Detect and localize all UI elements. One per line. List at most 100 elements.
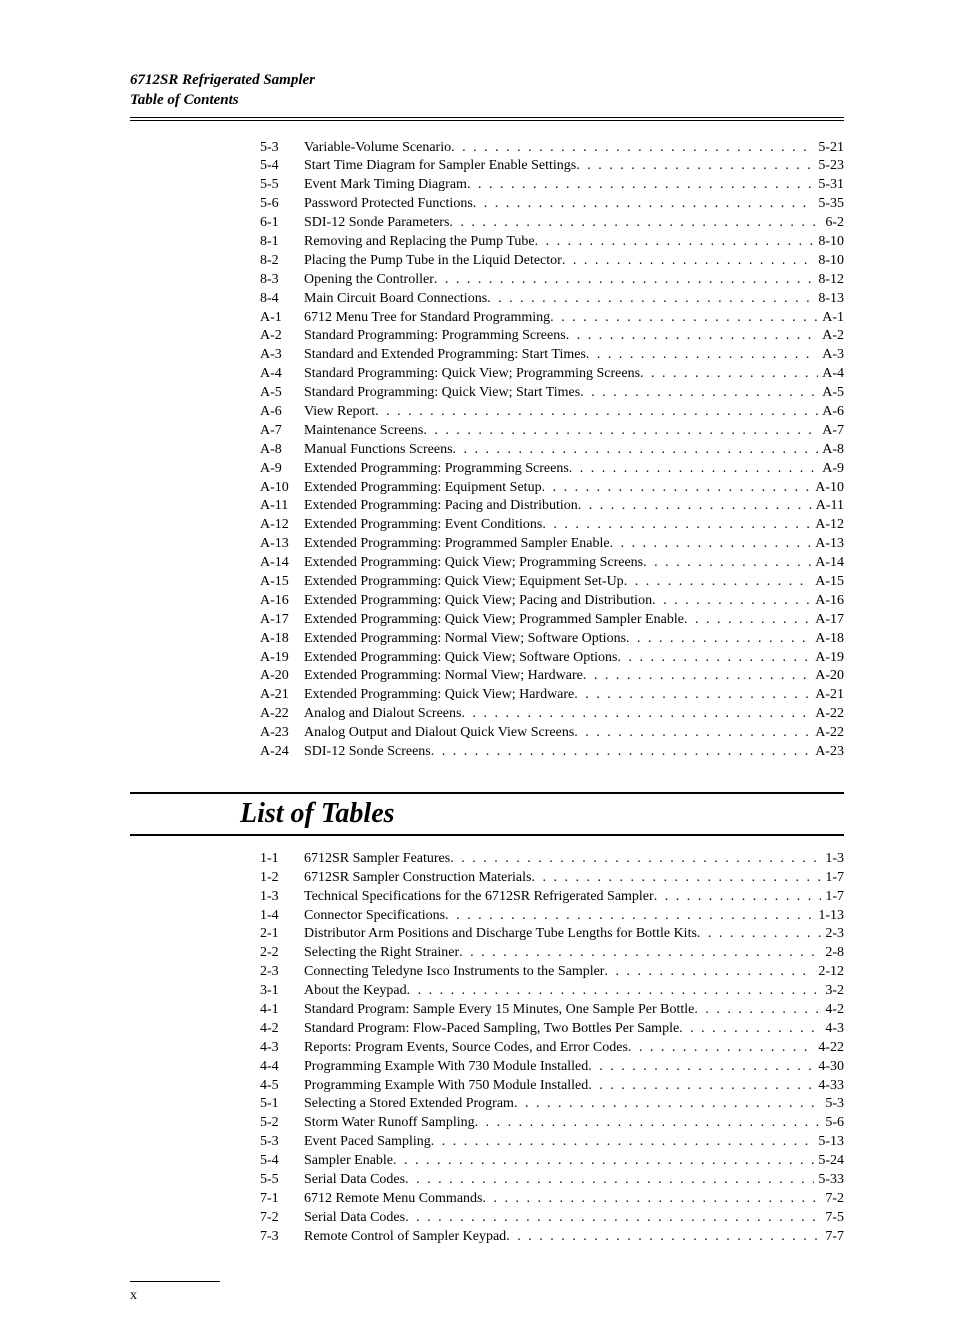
toc-entry-page: 5-24 xyxy=(814,1152,844,1171)
footer-rule xyxy=(130,1281,220,1282)
toc-entry-title: Standard Program: Flow-Paced Sampling, T… xyxy=(304,1020,679,1039)
toc-leader-dots xyxy=(679,1020,821,1039)
toc-entry-page: A-3 xyxy=(818,346,844,365)
toc-row: 6-1SDI-12 Sonde Parameters6-2 xyxy=(260,214,844,233)
toc-row: 5-1Selecting a Stored Extended Program5-… xyxy=(260,1095,844,1114)
toc-leader-dots xyxy=(640,365,818,384)
toc-row: 5-3Event Paced Sampling5-13 xyxy=(260,1133,844,1152)
toc-entry-page: A-19 xyxy=(811,649,844,668)
toc-entry-number: A-3 xyxy=(260,346,304,365)
toc-entry-number: 3-1 xyxy=(260,982,304,1001)
toc-entry-page: 5-23 xyxy=(814,157,844,176)
figures-toc: 5-3Variable-Volume Scenario5-215-4Start … xyxy=(260,139,844,762)
toc-entry-number: A-9 xyxy=(260,460,304,479)
toc-entry-page: A-8 xyxy=(818,441,844,460)
toc-entry-title: Serial Data Codes xyxy=(304,1209,405,1228)
toc-leader-dots xyxy=(652,592,811,611)
page-number: x xyxy=(130,1288,844,1304)
toc-entry-number: A-7 xyxy=(260,422,304,441)
tables-rule-bottom xyxy=(130,834,844,836)
toc-entry-number: A-13 xyxy=(260,535,304,554)
toc-row: A-12Extended Programming: Event Conditio… xyxy=(260,516,844,535)
toc-entry-number: A-2 xyxy=(260,327,304,346)
toc-row: A-5Standard Programming: Quick View; Sta… xyxy=(260,384,844,403)
toc-entry-number: 2-2 xyxy=(260,944,304,963)
toc-leader-dots xyxy=(542,479,812,498)
toc-entry-title: SDI-12 Sonde Screens xyxy=(304,743,431,762)
toc-leader-dots xyxy=(604,963,814,982)
toc-leader-dots xyxy=(431,1133,815,1152)
toc-leader-dots xyxy=(434,271,814,290)
toc-entry-number: 5-1 xyxy=(260,1095,304,1114)
toc-entry-page: A-16 xyxy=(811,592,844,611)
toc-entry-title: Distributor Arm Positions and Discharge … xyxy=(304,925,697,944)
toc-row: A-6View ReportA-6 xyxy=(260,403,844,422)
toc-row: 5-4Start Time Diagram for Sampler Enable… xyxy=(260,157,844,176)
toc-leader-dots xyxy=(450,850,821,869)
toc-entry-number: 5-5 xyxy=(260,1171,304,1190)
toc-entry-title: Extended Programming: Normal View; Hardw… xyxy=(304,667,583,686)
toc-entry-title: Opening the Controller xyxy=(304,271,434,290)
toc-entry-number: A-17 xyxy=(260,611,304,630)
toc-row: 3-1About the Keypad3-2 xyxy=(260,982,844,1001)
toc-entry-page: A-13 xyxy=(811,535,844,554)
list-of-tables-heading: List of Tables xyxy=(240,798,844,830)
toc-row: 7-16712 Remote Menu Commands7-2 xyxy=(260,1190,844,1209)
toc-row: A-7Maintenance ScreensA-7 xyxy=(260,422,844,441)
toc-entry-page: 3-2 xyxy=(821,982,844,1001)
toc-entry-number: 8-2 xyxy=(260,252,304,271)
toc-leader-dots xyxy=(467,176,814,195)
toc-entry-page: 4-22 xyxy=(814,1039,844,1058)
toc-row: 2-3Connecting Teledyne Isco Instruments … xyxy=(260,963,844,982)
toc-entry-number: 5-5 xyxy=(260,176,304,195)
toc-row: 8-3Opening the Controller8-12 xyxy=(260,271,844,290)
toc-entry-page: A-15 xyxy=(811,573,844,592)
toc-row: A-11Extended Programming: Pacing and Dis… xyxy=(260,497,844,516)
toc-entry-number: A-16 xyxy=(260,592,304,611)
toc-entry-title: Placing the Pump Tube in the Liquid Dete… xyxy=(304,252,562,271)
toc-entry-title: Start Time Diagram for Sampler Enable Se… xyxy=(304,157,576,176)
toc-entry-number: A-1 xyxy=(260,309,304,328)
toc-entry-title: Programming Example With 730 Module Inst… xyxy=(304,1058,588,1077)
toc-entry-title: Selecting a Stored Extended Program xyxy=(304,1095,514,1114)
toc-entry-page: A-2 xyxy=(818,327,844,346)
toc-entry-number: 1-4 xyxy=(260,907,304,926)
toc-entry-title: Extended Programming: Normal View; Softw… xyxy=(304,630,626,649)
toc-entry-title: Main Circuit Board Connections xyxy=(304,290,487,309)
toc-row: 5-5Event Mark Timing Diagram5-31 xyxy=(260,176,844,195)
toc-leader-dots xyxy=(451,139,814,158)
toc-entry-number: 8-3 xyxy=(260,271,304,290)
toc-entry-number: 4-2 xyxy=(260,1020,304,1039)
toc-entry-page: A-12 xyxy=(811,516,844,535)
toc-entry-page: 1-3 xyxy=(821,850,844,869)
toc-entry-number: A-20 xyxy=(260,667,304,686)
toc-entry-title: 6712 Remote Menu Commands xyxy=(304,1190,483,1209)
toc-entry-number: 1-1 xyxy=(260,850,304,869)
toc-entry-number: 2-3 xyxy=(260,963,304,982)
toc-entry-title: Programming Example With 750 Module Inst… xyxy=(304,1077,588,1096)
tables-rule-top xyxy=(130,792,844,794)
toc-entry-title: Standard and Extended Programming: Start… xyxy=(304,346,586,365)
toc-row: A-16Extended Programming: Quick View; Pa… xyxy=(260,592,844,611)
toc-entry-title: Connector Specifications xyxy=(304,907,445,926)
toc-row: A-14Extended Programming: Quick View; Pr… xyxy=(260,554,844,573)
toc-entry-number: 7-3 xyxy=(260,1228,304,1247)
toc-row: A-20Extended Programming: Normal View; H… xyxy=(260,667,844,686)
toc-entry-page: 7-5 xyxy=(821,1209,844,1228)
toc-entry-page: A-20 xyxy=(811,667,844,686)
toc-leader-dots xyxy=(586,346,818,365)
toc-entry-page: A-10 xyxy=(811,479,844,498)
toc-entry-page: 2-8 xyxy=(821,944,844,963)
toc-row: A-10Extended Programming: Equipment Setu… xyxy=(260,479,844,498)
toc-entry-title: Event Paced Sampling xyxy=(304,1133,431,1152)
toc-leader-dots xyxy=(483,1190,822,1209)
toc-leader-dots xyxy=(535,233,815,252)
toc-entry-number: A-15 xyxy=(260,573,304,592)
toc-entry-number: A-21 xyxy=(260,686,304,705)
toc-row: 2-1Distributor Arm Positions and Dischar… xyxy=(260,925,844,944)
toc-leader-dots xyxy=(578,497,812,516)
toc-row: 5-2Storm Water Runoff Sampling5-6 xyxy=(260,1114,844,1133)
toc-leader-dots xyxy=(445,907,814,926)
toc-entry-title: Extended Programming: Quick View; Progra… xyxy=(304,611,684,630)
toc-leader-dots xyxy=(588,1077,814,1096)
